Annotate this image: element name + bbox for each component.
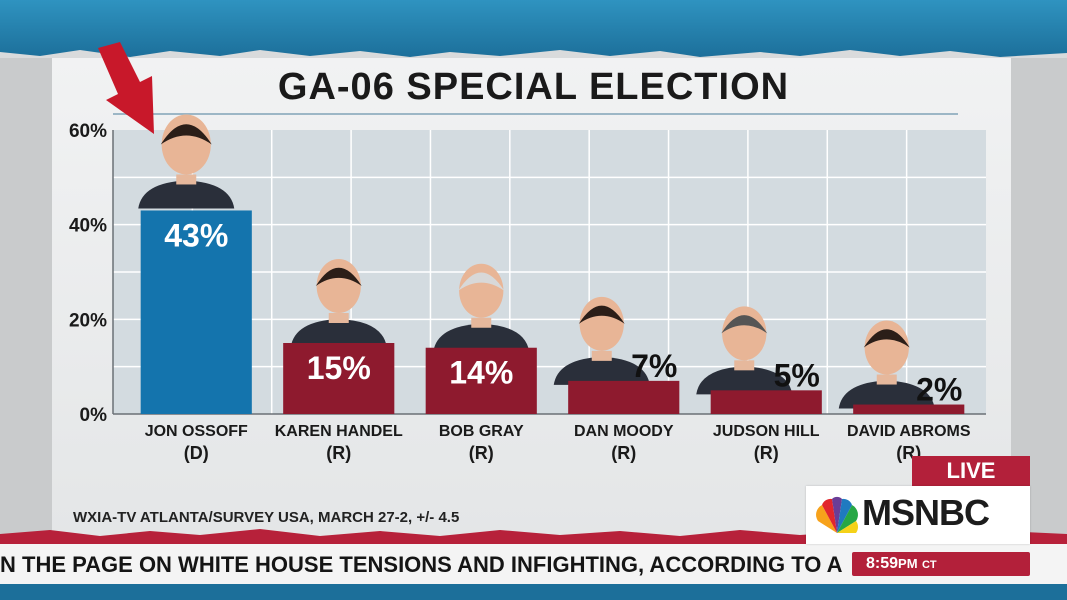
party-label: (R) [754, 443, 779, 463]
bar [853, 404, 965, 414]
candidate-portrait [838, 320, 935, 409]
y-tick-label: 60% [69, 121, 107, 142]
portrait-shoulders [553, 356, 650, 385]
portrait-head [579, 296, 624, 351]
value-label: 43% [164, 217, 228, 253]
clock-meridiem: PM [898, 556, 918, 571]
top-banner [0, 0, 1067, 58]
value-label: 15% [307, 350, 371, 386]
portrait-shoulders [290, 319, 387, 347]
y-tick-label: 20% [69, 310, 107, 331]
y-tick-label: 40% [69, 216, 107, 237]
live-badge: LIVE [912, 456, 1030, 486]
x-tick-label: JON OSSOFF [145, 423, 248, 440]
portrait-hair [863, 329, 910, 348]
network-name: MSNBC [862, 492, 990, 533]
portrait-head [864, 320, 909, 375]
portrait-head [722, 306, 767, 361]
portrait-neck [471, 317, 492, 328]
value-label: 14% [449, 355, 513, 391]
ticker-text: N THE PAGE ON WHITE HOUSE TENSIONS AND I… [0, 552, 843, 577]
x-tick-label: BOB GRAY [439, 423, 524, 440]
party-label: (R) [326, 443, 351, 463]
clock-time: 8:59 [866, 555, 899, 572]
portrait-head [316, 259, 361, 313]
peacock-icon [816, 496, 858, 533]
candidate-portrait [433, 263, 530, 352]
bottom-strip [0, 584, 1067, 600]
portrait-neck [176, 174, 197, 185]
clock-timezone: CT [921, 559, 937, 571]
portrait-hair [721, 315, 768, 334]
portrait-hair [458, 272, 505, 291]
party-label: (D) [184, 443, 209, 463]
portrait-shoulders [838, 380, 935, 409]
torn-edge-bottom [0, 529, 1067, 544]
party-label: (R) [469, 443, 494, 463]
y-tick-label: 0% [80, 405, 108, 426]
pointer-arrow-icon [98, 42, 154, 134]
poll-source: WXIA-TV ATLANTA/SURVEY USA, MARCH 27-2, … [73, 509, 460, 526]
value-label: 2% [916, 372, 962, 408]
chart-title: GA-06 SPECIAL ELECTION [277, 66, 790, 108]
portrait-shoulders [433, 323, 530, 352]
candidate-portrait [290, 259, 387, 347]
portrait-hair [315, 267, 362, 286]
portrait-hair [578, 305, 625, 324]
x-tick-label: JUDSON HILL [713, 423, 820, 440]
bar [283, 343, 395, 414]
portrait-neck [734, 360, 755, 371]
portrait-shoulders [138, 180, 235, 209]
x-tick-label: DAVID ABROMS [847, 423, 971, 440]
bar [710, 390, 822, 414]
portrait-head [459, 263, 504, 318]
portrait-hair [160, 124, 212, 145]
value-label: 5% [774, 357, 820, 393]
party-label: (R) [611, 443, 636, 463]
x-tick-label: DAN MOODY [574, 423, 674, 440]
portrait-shoulders [696, 366, 793, 395]
portrait-head [161, 114, 211, 175]
x-tick-label: KAREN HANDEL [275, 423, 403, 440]
candidate-portrait [553, 296, 650, 385]
left-margin [0, 58, 52, 538]
title-underline [113, 113, 958, 115]
candidate-portrait [696, 306, 793, 395]
candidate-portrait [138, 114, 235, 209]
portrait-neck [591, 350, 612, 361]
bar [568, 380, 680, 414]
bar [140, 210, 252, 414]
portrait-neck [876, 374, 897, 385]
portrait-neck [328, 313, 349, 323]
bar [425, 347, 537, 414]
value-label: 7% [631, 348, 677, 384]
network-logo: MSNBC [806, 486, 1030, 544]
broadcast-clock: 8:59PM CT [852, 552, 1030, 576]
